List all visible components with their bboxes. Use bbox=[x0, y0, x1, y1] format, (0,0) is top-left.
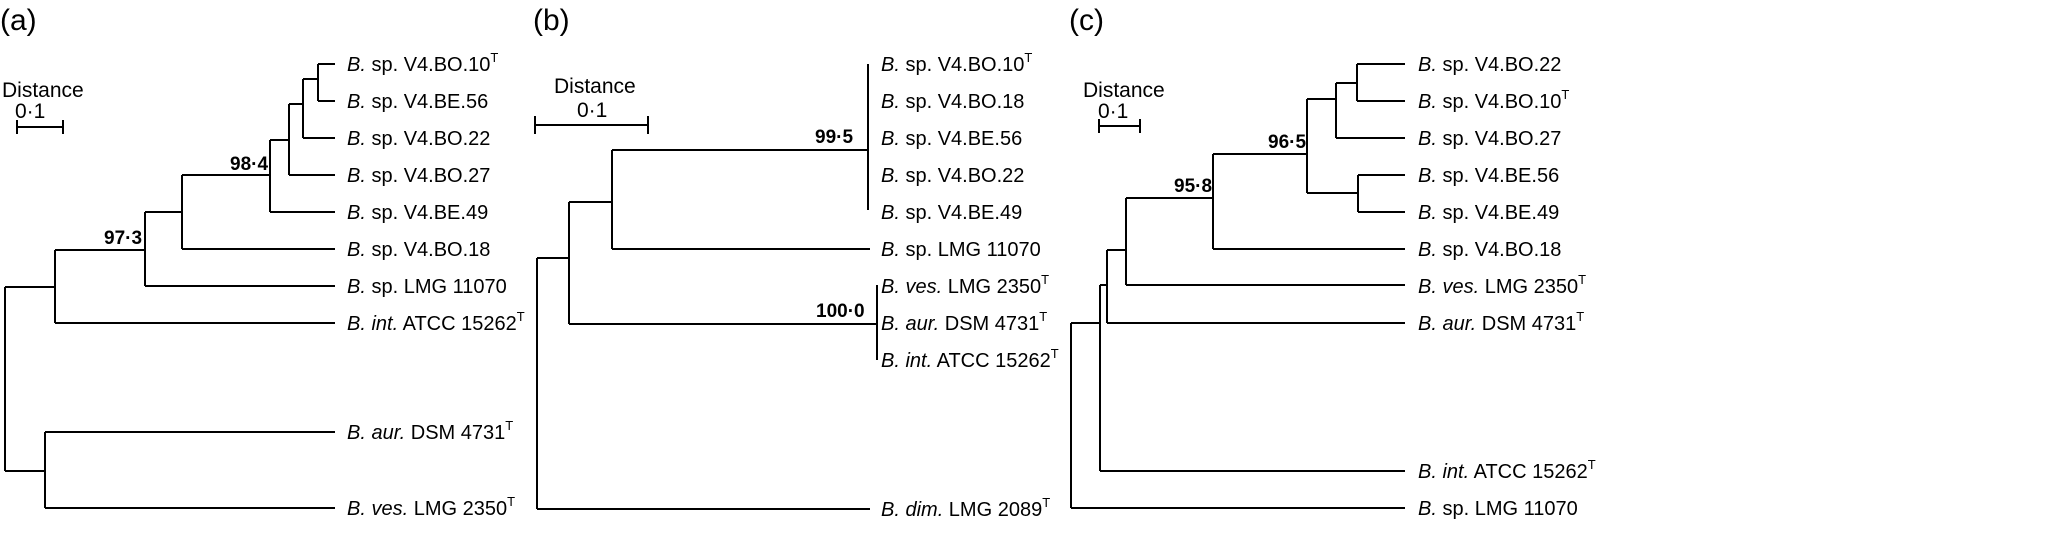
scale-bar-b-value: 0·1 bbox=[577, 99, 607, 122]
tree-b-branches bbox=[536, 64, 878, 510]
leaf-label: B. sp. V4.BE.49 bbox=[347, 202, 488, 224]
leaf-label: B. sp. V4.BO.22 bbox=[347, 128, 490, 150]
scale-bar-c: Distance 0·1 bbox=[1083, 79, 1165, 133]
leaf-label: B. sp. LMG 11070 bbox=[347, 276, 507, 298]
leaf-labels-a: B. sp. V4.BO.10T B. sp. V4.BE.56 B. sp. … bbox=[347, 50, 525, 520]
leaf-label: B. sp. V4.BO.10T bbox=[881, 50, 1032, 76]
leaf-labels-c: B. sp. V4.BO.22 B. sp. V4.BO.10T B. sp. … bbox=[1418, 54, 1596, 520]
panel-c-label: (c) bbox=[1069, 4, 1104, 37]
scale-bar-c-value: 0·1 bbox=[1098, 100, 1128, 123]
scale-bar-a: Distance 0·1 bbox=[2, 79, 84, 134]
leaf-label: B. sp. V4.BO.10T bbox=[347, 50, 498, 76]
panel-c: (c) Distance 0·1 bbox=[1069, 4, 1596, 520]
bootstrap-a-1: 98·4 bbox=[230, 154, 268, 175]
tree-a-branches bbox=[4, 63, 335, 509]
leaf-label: B. sp. V4.BE.49 bbox=[1418, 202, 1559, 224]
leaf-label: B. int. ATCC 15262T bbox=[1418, 457, 1596, 483]
leaf-label: B. int. ATCC 15262T bbox=[347, 309, 525, 335]
scale-bar-b-title: Distance bbox=[554, 75, 636, 98]
scale-bar-b: Distance 0·1 bbox=[534, 75, 649, 134]
leaf-label: B. ves. LMG 2350T bbox=[347, 494, 515, 520]
scale-bar-a-title: Distance bbox=[2, 79, 84, 102]
leaf-label: B. ves. LMG 2350T bbox=[1418, 272, 1586, 298]
leaf-labels-b: B. sp. V4.BO.10T B. sp. V4.BO.18 B. sp. … bbox=[881, 50, 1059, 521]
panel-a: (a) Distance 0·1 bbox=[0, 4, 525, 520]
leaf-label: B. sp. V4.BE.56 bbox=[347, 91, 488, 113]
leaf-label: B. sp. V4.BE.56 bbox=[1418, 165, 1559, 187]
leaf-label: B. sp. V4.BE.49 bbox=[881, 202, 1022, 224]
bootstrap-b-2: 100·0 bbox=[816, 301, 865, 322]
bootstrap-c-2: 95·8 bbox=[1174, 176, 1212, 197]
leaf-label: B. sp. V4.BO.27 bbox=[1418, 128, 1561, 150]
leaf-label: B. dim. LMG 2089T bbox=[881, 495, 1050, 521]
panel-a-label: (a) bbox=[0, 4, 37, 37]
leaf-label: B. aur. DSM 4731T bbox=[347, 418, 513, 444]
leaf-label: B. sp. LMG 11070 bbox=[881, 239, 1041, 261]
leaf-label: B. sp. V4.BE.56 bbox=[881, 128, 1022, 150]
leaf-label: B. aur. DSM 4731T bbox=[881, 309, 1047, 335]
leaf-label: B. aur. DSM 4731T bbox=[1418, 309, 1584, 335]
leaf-label: B. sp. V4.BO.18 bbox=[881, 91, 1024, 113]
leaf-label: B. sp. V4.BO.22 bbox=[881, 165, 1024, 187]
leaf-label: B. sp. LMG 11070 bbox=[1418, 498, 1578, 520]
leaf-label: B. sp. V4.BO.27 bbox=[347, 165, 490, 187]
scale-bar-c-title: Distance bbox=[1083, 79, 1165, 102]
bootstrap-a-2: 97·3 bbox=[104, 228, 142, 249]
leaf-label: B. int. ATCC 15262T bbox=[881, 346, 1059, 372]
bootstrap-b-1: 99·5 bbox=[815, 127, 853, 148]
panel-b-label: (b) bbox=[533, 4, 570, 37]
leaf-label: B. sp. V4.BO.18 bbox=[347, 239, 490, 261]
leaf-label: B. sp. V4.BO.18 bbox=[1418, 239, 1561, 261]
scale-bar-a-value: 0·1 bbox=[15, 100, 45, 123]
panel-b: (b) Distance 0·1 bbox=[533, 4, 1059, 521]
leaf-label: B. ves. LMG 2350T bbox=[881, 272, 1049, 298]
leaf-label: B. sp. V4.BO.22 bbox=[1418, 54, 1561, 76]
bootstrap-c-1: 96·5 bbox=[1268, 132, 1306, 153]
tree-c-branches bbox=[1070, 63, 1405, 509]
leaf-label: B. sp. V4.BO.10T bbox=[1418, 87, 1569, 113]
